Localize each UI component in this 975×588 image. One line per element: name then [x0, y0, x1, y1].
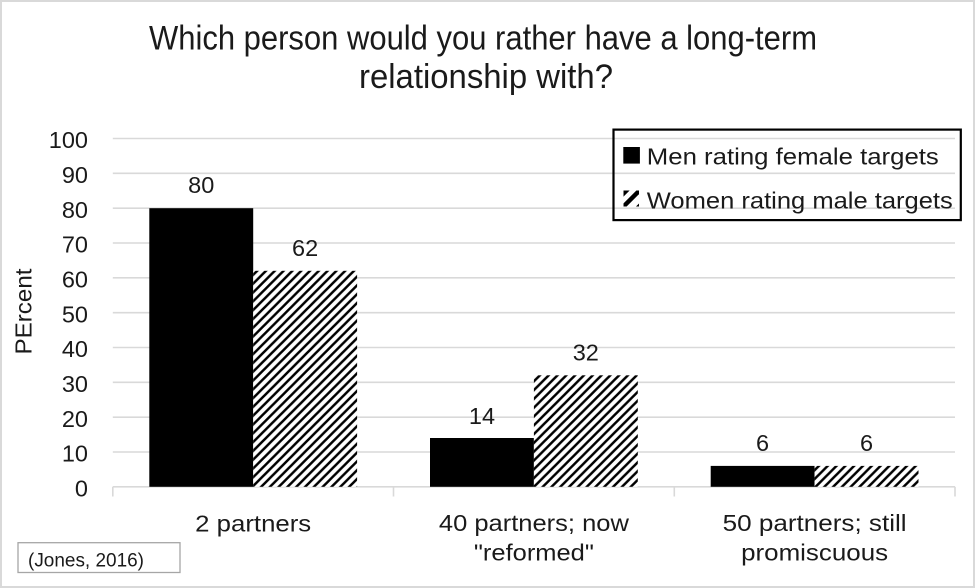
svg-text:62: 62 — [292, 235, 318, 261]
svg-text:6: 6 — [756, 430, 769, 456]
svg-text:14: 14 — [469, 403, 495, 429]
svg-text:80: 80 — [62, 197, 88, 223]
svg-text:promiscuous: promiscuous — [741, 540, 888, 566]
svg-text:6: 6 — [860, 430, 873, 456]
svg-text:20: 20 — [62, 406, 88, 432]
svg-text:Which person would you rather: Which person would you rather have a lon… — [149, 20, 817, 58]
svg-text:80: 80 — [188, 172, 214, 198]
svg-text:Women rating male targets: Women rating male targets — [647, 187, 953, 213]
svg-text:90: 90 — [62, 162, 88, 188]
svg-text:"reformed": "reformed" — [474, 540, 594, 566]
svg-text:relationship with?: relationship with? — [359, 58, 613, 96]
svg-text:50: 50 — [62, 301, 88, 327]
svg-text:100: 100 — [49, 127, 88, 153]
svg-text:2 partners: 2 partners — [195, 511, 311, 537]
svg-text:Men rating female targets: Men rating female targets — [647, 144, 939, 170]
svg-text:30: 30 — [62, 371, 88, 397]
svg-text:10: 10 — [62, 441, 88, 467]
svg-text:40 partners; now: 40 partners; now — [439, 510, 630, 536]
svg-text:PErcent: PErcent — [11, 268, 37, 355]
svg-text:(Jones, 2016): (Jones, 2016) — [28, 551, 144, 572]
svg-text:50 partners; still: 50 partners; still — [723, 510, 907, 536]
svg-text:32: 32 — [573, 339, 599, 365]
svg-text:70: 70 — [62, 232, 88, 258]
svg-text:0: 0 — [75, 476, 88, 502]
svg-text:40: 40 — [62, 336, 88, 362]
svg-text:60: 60 — [62, 267, 88, 293]
